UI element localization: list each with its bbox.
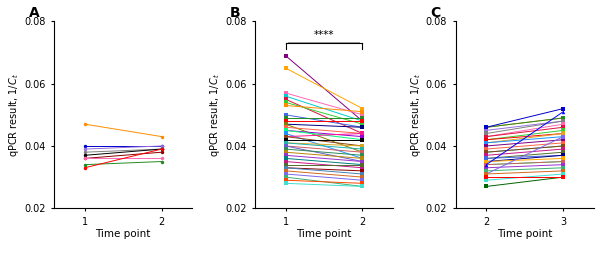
Text: B: B xyxy=(230,6,241,20)
Y-axis label: qPCR result, 1/$\it{C}$$_t$: qPCR result, 1/$\it{C}$$_t$ xyxy=(7,73,22,157)
X-axis label: Time point: Time point xyxy=(497,229,553,239)
X-axis label: Time point: Time point xyxy=(296,229,352,239)
X-axis label: Time point: Time point xyxy=(95,229,151,239)
Text: C: C xyxy=(431,6,441,20)
Text: A: A xyxy=(29,6,40,20)
Y-axis label: qPCR result, 1/$\it{C}$$_t$: qPCR result, 1/$\it{C}$$_t$ xyxy=(208,73,222,157)
Y-axis label: qPCR result, 1/$\it{C}$$_t$: qPCR result, 1/$\it{C}$$_t$ xyxy=(409,73,423,157)
Text: ****: **** xyxy=(314,30,334,40)
